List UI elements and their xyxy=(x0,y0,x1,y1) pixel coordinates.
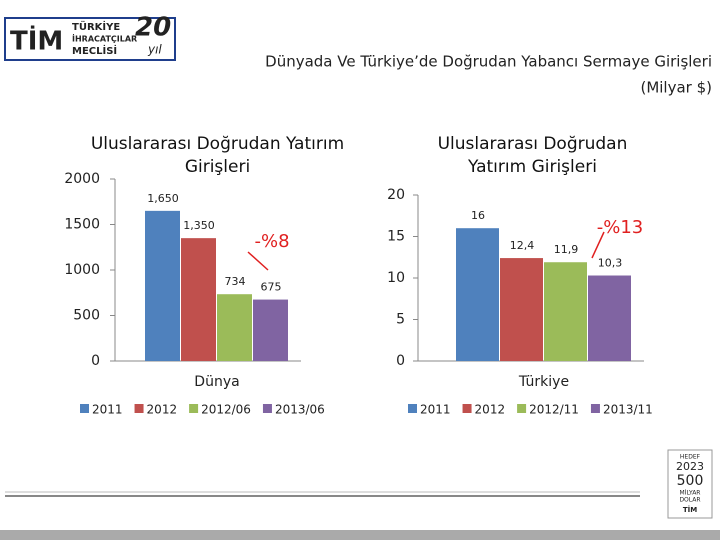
badge-text: 2023 xyxy=(676,460,704,473)
trend-arrow xyxy=(591,231,605,259)
x-tick-label: Dünya xyxy=(194,374,239,390)
chart-title: Uluslararası Doğrudan Yatırım Girişleri xyxy=(90,134,345,177)
logo-years: 20 xyxy=(135,13,171,43)
legend-swatch xyxy=(189,404,199,413)
legend-label: 2012/06 xyxy=(201,403,251,417)
bar xyxy=(253,299,288,361)
data-label: 16 xyxy=(471,209,485,222)
legend-label: 2011 xyxy=(92,403,123,417)
legend-label: 2011 xyxy=(420,403,451,417)
y-tick-label: 1500 xyxy=(64,217,100,233)
legend-label: 2012/11 xyxy=(529,403,579,417)
badge-text: MİLYAR xyxy=(680,490,701,497)
y-tick-label: 2000 xyxy=(64,171,100,187)
logo-text: MECLİSİ xyxy=(72,43,117,57)
logo-mark: TİM xyxy=(10,25,63,57)
data-label: 12,4 xyxy=(510,239,535,252)
legend-swatch xyxy=(408,404,417,413)
y-tick-label: 500 xyxy=(73,308,100,324)
data-label: 10,3 xyxy=(598,257,623,270)
annotation: -%8 xyxy=(254,231,289,252)
bar xyxy=(500,258,543,361)
y-tick-label: 20 xyxy=(387,187,405,203)
legend-swatch xyxy=(462,404,472,413)
y-tick-label: 5 xyxy=(396,312,405,328)
legend-swatch xyxy=(134,404,144,413)
legend-label: 2012 xyxy=(475,403,506,417)
bar xyxy=(181,238,216,361)
trend-arrow xyxy=(247,251,269,271)
chart-title: Uluslararası Doğrudan Yatırım Girişleri xyxy=(437,134,628,177)
logo-text: İHRACATÇILAR xyxy=(72,34,137,44)
y-tick-label: 10 xyxy=(387,270,405,286)
legend-swatch xyxy=(262,404,272,413)
footer-bar xyxy=(0,530,720,540)
y-tick-label: 15 xyxy=(387,229,405,245)
legend-label: 2012 xyxy=(147,403,178,417)
legend-label: 2013/06 xyxy=(275,403,325,417)
bar xyxy=(544,262,587,361)
data-label: 1,650 xyxy=(147,192,179,205)
legend-swatch xyxy=(590,404,600,413)
logo-years: yıl xyxy=(147,43,162,57)
badge xyxy=(667,449,713,519)
data-label: 11,9 xyxy=(554,243,579,256)
data-label: 734 xyxy=(225,275,246,288)
legend-swatch xyxy=(517,404,527,413)
y-tick-label: 0 xyxy=(91,353,100,369)
y-tick-label: 1000 xyxy=(64,262,100,278)
data-label: 675 xyxy=(261,281,282,294)
legend-label: 2013/11 xyxy=(603,403,653,417)
y-tick-label: 0 xyxy=(396,353,405,369)
badge-text: DOLAR xyxy=(679,497,700,504)
bar xyxy=(145,210,180,361)
bar xyxy=(588,275,631,361)
annotation: -%13 xyxy=(597,217,644,238)
logo-text: TÜRKİYE xyxy=(72,19,120,33)
data-label: 1,350 xyxy=(183,219,215,232)
bar xyxy=(217,294,252,361)
badge-text: HEDEF xyxy=(680,454,701,461)
logo-box xyxy=(4,17,176,61)
legend-swatch xyxy=(80,404,89,413)
slide-title: Dünyada Ve Türkiye’de Doğrudan Yabancı S… xyxy=(265,53,712,71)
badge-text: TİM xyxy=(683,505,697,514)
slide-subtitle: (Milyar $) xyxy=(640,79,712,97)
x-tick-label: Türkiye xyxy=(518,374,569,390)
bar xyxy=(456,228,499,361)
badge-text: 500 xyxy=(677,473,704,489)
